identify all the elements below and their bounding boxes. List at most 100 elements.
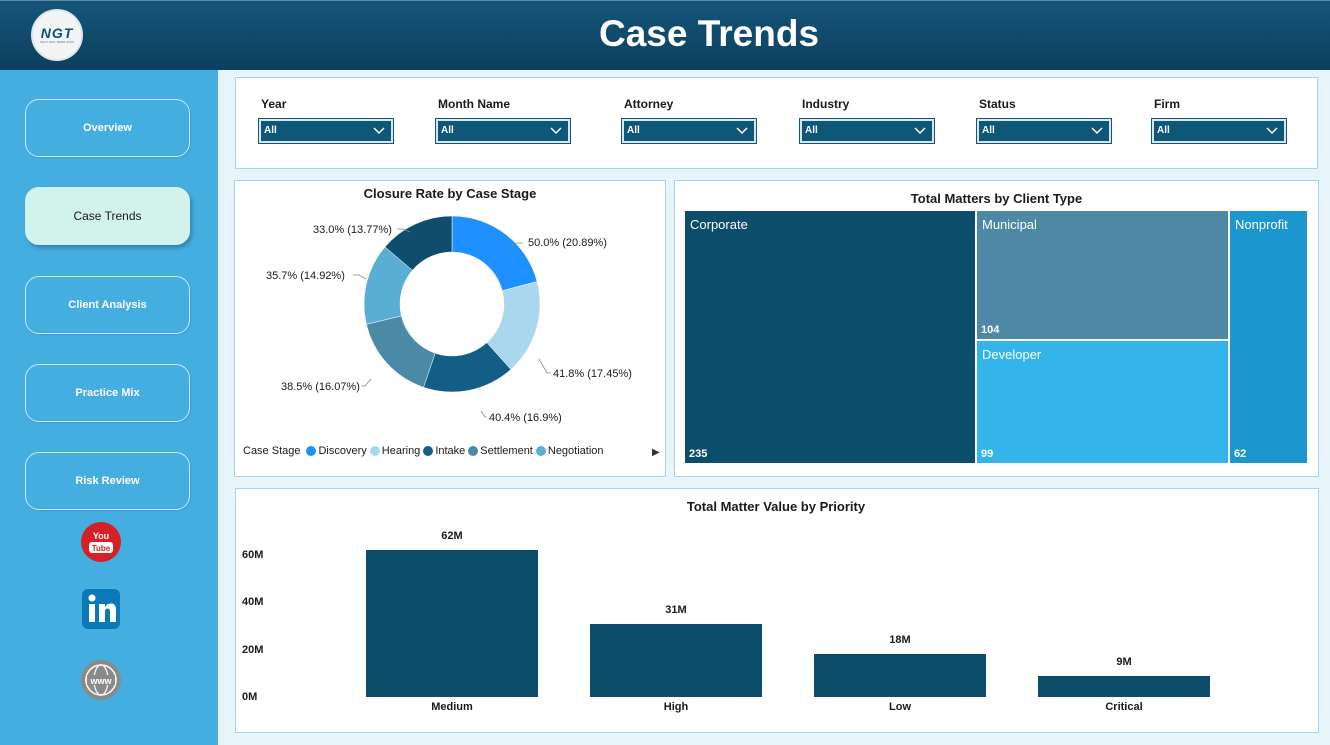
bar-value-label: 9M <box>1116 655 1132 668</box>
donut-label: 40.4% (16.9%) <box>489 412 562 424</box>
donut-label: 38.5% (16.07%) <box>281 381 360 393</box>
nav-case-trends-button[interactable]: Case Trends <box>25 187 190 245</box>
filter-month-value: All <box>441 125 454 136</box>
filter-attorney-label: Attorney <box>624 97 674 111</box>
tile-value: 62 <box>1234 448 1247 460</box>
globe-icon[interactable]: www <box>80 659 122 701</box>
tile-value: 104 <box>981 324 1000 336</box>
chevron-down-icon <box>1091 127 1103 135</box>
donut-chart-title: Closure Rate by Case Stage <box>363 186 537 201</box>
bar-high[interactable] <box>590 623 762 697</box>
legend-item-negotiation[interactable]: Negotiation <box>535 445 604 457</box>
legend-dot <box>468 446 479 456</box>
legend-title: Case Stage <box>243 445 301 457</box>
nav-overview-button[interactable]: Overview <box>25 99 190 157</box>
legend-label: Intake <box>435 445 466 457</box>
bar-chart-panel: Total Matter Value by Priority 60M 40M 2… <box>235 488 1319 733</box>
nav-risk-review-button[interactable]: Risk Review <box>25 452 190 510</box>
tile-value: 235 <box>689 448 708 460</box>
youtube-icon[interactable]: You Tube <box>80 521 122 563</box>
chevron-down-icon <box>550 127 562 135</box>
donut-label: 41.8% (17.45%) <box>553 368 632 380</box>
legend-label: Settlement <box>480 445 533 457</box>
donut-slice[interactable] <box>384 215 453 271</box>
nav-practice-mix-button[interactable]: Practice Mix <box>25 364 190 422</box>
filter-industry-dropdown[interactable]: All <box>800 119 934 143</box>
tile-name: Developer <box>982 347 1042 362</box>
filter-status-value: All <box>982 125 995 136</box>
bar-medium[interactable] <box>366 550 538 697</box>
filter-month-dropdown[interactable]: All <box>436 119 570 143</box>
linkedin-icon[interactable] <box>80 588 122 630</box>
x-axis-category-label: Medium <box>431 701 473 713</box>
tile-name: Municipal <box>982 217 1037 232</box>
legend-item-settlement[interactable]: Settlement <box>468 445 533 457</box>
legend-item-intake[interactable]: Intake <box>423 445 465 457</box>
chevron-down-icon <box>373 127 385 135</box>
legend-dot <box>306 446 317 456</box>
donut-label: 35.7% (14.92%) <box>266 270 345 282</box>
legend-next-arrow-icon[interactable]: ▶ <box>652 447 660 458</box>
svg-text:Tube: Tube <box>92 544 111 553</box>
legend-item-hearing[interactable]: Hearing <box>369 445 421 457</box>
y-axis-tick: 20M <box>242 644 264 656</box>
x-axis-category-label: Low <box>889 701 911 713</box>
legend-dot <box>423 446 434 456</box>
filter-attorney-value: All <box>627 125 640 136</box>
y-axis-tick: 60M <box>242 549 264 561</box>
donut-label: 33.0% (13.77%) <box>313 224 392 236</box>
logo-subtext: NEXT GEN TEMPLATES <box>40 39 74 44</box>
sidebar: Overview Case Trends Client Analysis Pra… <box>0 70 218 745</box>
bar-low[interactable] <box>814 654 986 697</box>
treemap-tile-corporate[interactable]: Corporate 235 <box>685 211 975 463</box>
filter-status-dropdown[interactable]: All <box>977 119 1111 143</box>
filter-status-label: Status <box>979 97 1016 111</box>
x-axis-category-label: Critical <box>1105 701 1143 713</box>
filter-firm-value: All <box>1157 125 1170 136</box>
header-bar: NGT NEXT GEN TEMPLATES Case Trends <box>0 0 1330 70</box>
bar-chart-title: Total Matter Value by Priority <box>686 499 866 514</box>
treemap-tile-municipal[interactable]: Municipal 104 <box>977 211 1228 339</box>
donut-slice[interactable] <box>366 315 436 388</box>
legend-label: Discovery <box>318 445 367 457</box>
donut-chart <box>353 215 551 418</box>
x-axis-category-label: High <box>663 701 689 713</box>
filter-attorney-dropdown[interactable]: All <box>622 119 756 143</box>
tile-name: Corporate <box>690 217 748 232</box>
filter-month-label: Month Name <box>438 97 510 111</box>
treemap-tile-nonprofit[interactable]: Nonprofit 62 <box>1230 211 1307 463</box>
legend-dot <box>535 446 546 456</box>
y-axis-tick: 40M <box>242 596 264 608</box>
bar-critical[interactable] <box>1038 675 1210 697</box>
treemap-panel: Total Matters by Client Type Corporate 2… <box>674 180 1319 477</box>
filter-year-dropdown[interactable]: All <box>259 119 393 143</box>
legend-item-discovery[interactable]: Discovery <box>306 445 367 457</box>
bar-value-label: 31M <box>665 603 687 616</box>
bar-value-label: 18M <box>889 634 911 647</box>
donut-slice[interactable] <box>451 215 538 292</box>
treemap-tile-developer[interactable]: Developer 99 <box>977 341 1228 463</box>
filter-year-label: Year <box>261 97 287 111</box>
filter-industry-value: All <box>805 125 818 136</box>
tile-name: Nonprofit <box>1235 217 1288 232</box>
y-axis-tick: 0M <box>242 691 258 703</box>
filter-industry-label: Industry <box>802 97 850 111</box>
page-title: Case Trends <box>598 13 820 54</box>
bar-value-label: 62M <box>441 530 463 543</box>
donut-legend: Case Stage Discovery Hearing Intake Sett… <box>243 445 607 457</box>
chevron-down-icon <box>1266 127 1278 135</box>
filter-firm-label: Firm <box>1154 97 1181 111</box>
filter-panel: Year All Month Name All Attorney All Ind… <box>235 77 1318 169</box>
donut-label: 50.0% (20.89%) <box>528 237 607 249</box>
filter-year-value: All <box>264 125 277 136</box>
chevron-down-icon <box>914 127 926 135</box>
legend-label: Hearing <box>381 445 421 457</box>
filter-firm-dropdown[interactable]: All <box>1152 119 1286 143</box>
tile-value: 99 <box>981 448 994 460</box>
donut-chart-panel: Closure Rate by Case Stage 33.0% (13.77%… <box>234 180 666 477</box>
company-logo: NGT NEXT GEN TEMPLATES <box>31 9 83 61</box>
chevron-down-icon <box>736 127 748 135</box>
logo-text: NGT <box>40 24 74 41</box>
nav-client-analysis-button[interactable]: Client Analysis <box>25 276 190 334</box>
legend-dot <box>369 446 380 456</box>
